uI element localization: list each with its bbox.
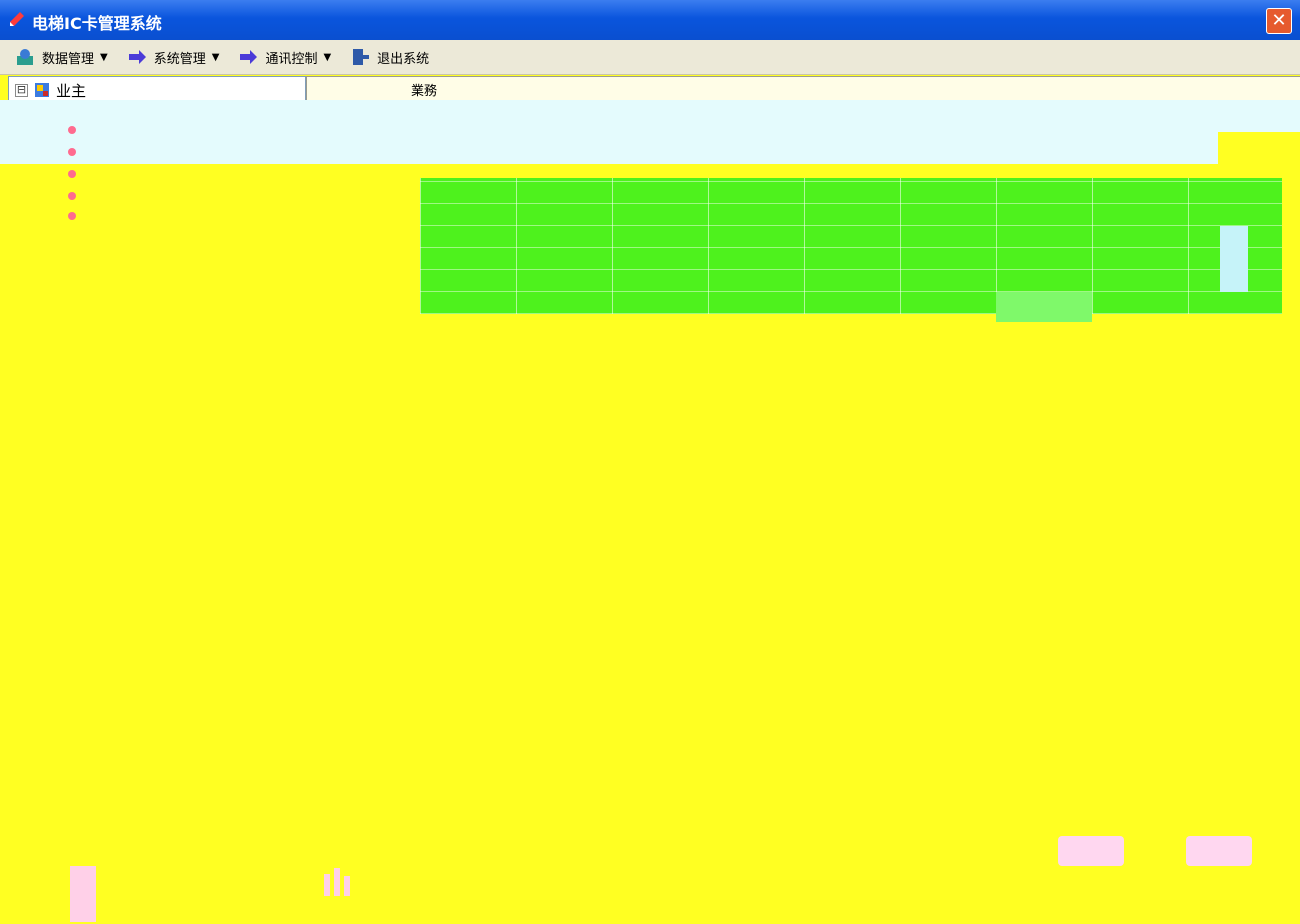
menu-system-management[interactable]: 系统管理 ▼ bbox=[122, 43, 224, 71]
status-badge bbox=[1058, 836, 1124, 866]
tree-node-dot[interactable] bbox=[68, 148, 76, 156]
close-button[interactable]: ✕ bbox=[1266, 8, 1292, 34]
menu-exit-system[interactable]: 退出系统 bbox=[345, 43, 433, 71]
tree-node-dot[interactable] bbox=[68, 126, 76, 134]
signal-icon bbox=[324, 868, 350, 896]
tree-root-label: 业主 bbox=[56, 81, 87, 100]
arrow-right-icon bbox=[128, 50, 146, 64]
chevron-down-icon: ▼ bbox=[100, 51, 108, 63]
menu-data-management[interactable]: 数据管理 ▼ bbox=[10, 43, 112, 71]
menu-label: 系统管理 bbox=[153, 51, 206, 67]
chevron-down-icon: ▼ bbox=[211, 51, 220, 63]
chevron-down-icon: ▼ bbox=[323, 51, 332, 63]
tree-node-dot[interactable] bbox=[68, 170, 76, 178]
menu-bar: 数据管理 ▼ 系统管理 ▼ 通讯控制 ▼ 退出系统 bbox=[0, 40, 1300, 75]
database-icon bbox=[17, 49, 33, 65]
grid-selected-cell[interactable] bbox=[996, 292, 1092, 322]
title-bar[interactable]: 电梯IC卡管理系统 ✕ bbox=[0, 0, 1300, 40]
content-header: 業務 bbox=[306, 76, 1300, 102]
menu-communication-control[interactable]: 通讯控制 ▼ bbox=[233, 43, 335, 71]
arrow-right-icon bbox=[240, 50, 258, 64]
app-logo-icon bbox=[10, 12, 24, 26]
menu-label: 退出系统 bbox=[377, 51, 430, 67]
window-title: 电梯IC卡管理系统 bbox=[32, 14, 162, 33]
content-header-label: 業務 bbox=[411, 83, 438, 99]
exit-door-icon bbox=[353, 49, 370, 65]
owner-group-icon bbox=[35, 83, 49, 97]
tree-node-dot[interactable] bbox=[68, 212, 76, 220]
status-badge bbox=[1186, 836, 1252, 866]
tree-expander[interactable]: ⊟ bbox=[15, 82, 28, 97]
data-grid[interactable] bbox=[420, 178, 1282, 314]
band-accent bbox=[1218, 132, 1300, 164]
tree-node-dot[interactable] bbox=[68, 192, 76, 200]
menu-label: 数据管理 bbox=[42, 51, 95, 67]
grid-scroll-marker[interactable] bbox=[1220, 226, 1248, 292]
info-band bbox=[0, 100, 1300, 164]
menu-label: 通讯控制 bbox=[265, 51, 318, 67]
grid-lines bbox=[420, 178, 1282, 314]
status-indicator bbox=[70, 866, 96, 922]
